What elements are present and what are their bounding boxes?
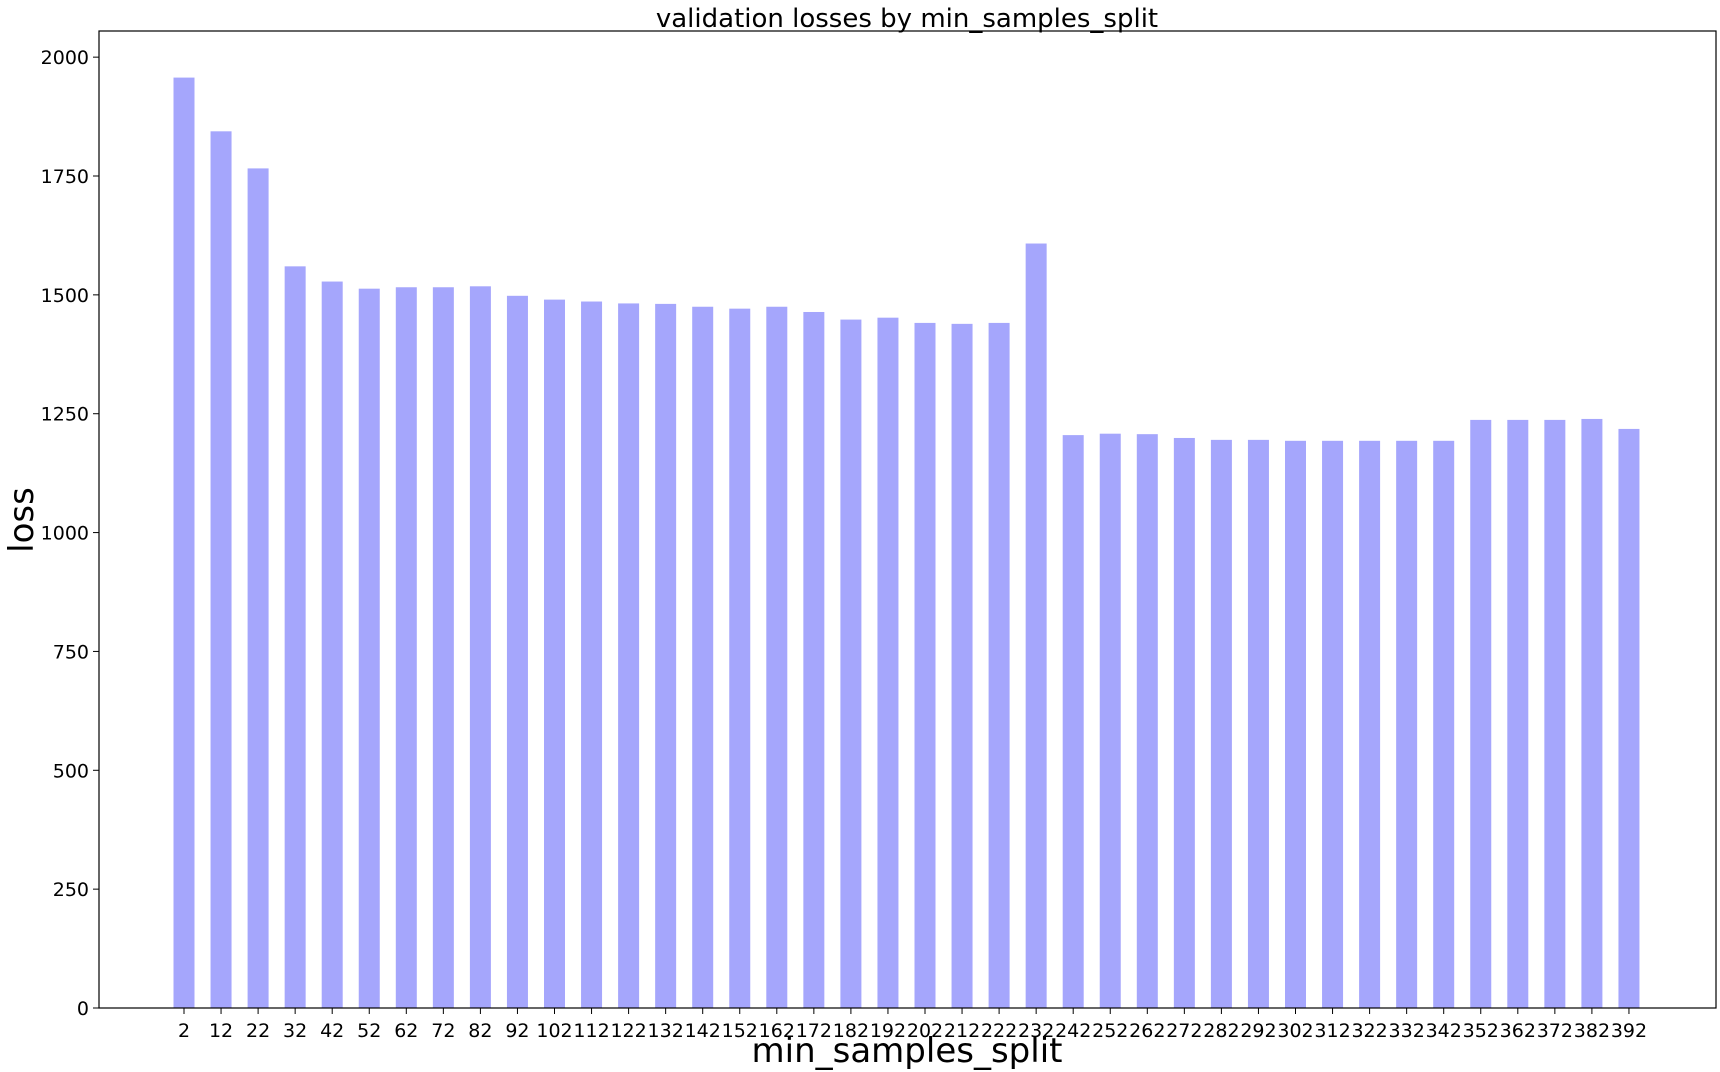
bar-372: [1544, 419, 1566, 1008]
bar-232: [1025, 243, 1047, 1008]
bar-142: [692, 306, 714, 1008]
bar-362: [1507, 419, 1529, 1008]
plot-frame: [98, 30, 1717, 1009]
bar-342: [1433, 440, 1455, 1008]
bar-162: [766, 306, 788, 1008]
x-tick-label: 92: [505, 1020, 529, 1042]
x-tick-label: 72: [431, 1020, 455, 1042]
bar-102: [544, 299, 565, 1008]
x-tick-label: 302: [1277, 1020, 1313, 1042]
x-axis-label: min_samples_split: [752, 1031, 1063, 1071]
bar-312: [1322, 440, 1344, 1008]
x-tick-label: 42: [320, 1020, 344, 1042]
bar-292: [1247, 439, 1269, 1008]
bar-302: [1285, 440, 1306, 1008]
bar-2: [173, 77, 195, 1009]
bar-392: [1618, 428, 1640, 1008]
bar-222: [988, 322, 1010, 1008]
x-tick-label: 2: [178, 1020, 190, 1042]
bar-382: [1581, 418, 1603, 1008]
y-axis-ticks: 0 250 500 750 1000 1250 1500 1750 2000: [41, 47, 99, 1020]
bar-122: [618, 303, 640, 1008]
bar-32: [284, 266, 306, 1009]
x-tick-label: 142: [685, 1020, 721, 1042]
x-tick-label: 132: [648, 1020, 684, 1042]
x-tick-label: 322: [1351, 1020, 1387, 1042]
bar-152: [729, 308, 751, 1008]
chart-title: validation losses by min_samples_split: [656, 4, 1158, 34]
bar-192: [877, 317, 899, 1008]
bar-62: [395, 287, 417, 1008]
bar-22: [247, 168, 269, 1008]
bar-132: [655, 303, 677, 1008]
y-tick-label: 750: [53, 641, 89, 663]
bar-182: [840, 319, 862, 1009]
x-tick-label: 222: [981, 1020, 1017, 1042]
x-tick-label: 122: [610, 1020, 646, 1042]
x-tick-label: 112: [573, 1020, 609, 1042]
bar-172: [803, 311, 825, 1009]
x-tick-label: 312: [1314, 1020, 1350, 1042]
bar-202: [914, 322, 936, 1008]
x-tick-label: 152: [722, 1020, 758, 1042]
y-tick-label: 1250: [41, 404, 89, 426]
x-tick-label: 12: [209, 1020, 233, 1042]
x-tick-label: 292: [1240, 1020, 1276, 1042]
bar-212: [951, 323, 973, 1008]
x-tick-label: 352: [1463, 1020, 1499, 1042]
bar-262: [1136, 434, 1158, 1008]
bar-252: [1099, 433, 1121, 1008]
x-tick-label: 32: [283, 1020, 307, 1042]
bar-72: [432, 287, 454, 1008]
bar-112: [581, 301, 603, 1008]
x-tick-label: 162: [759, 1020, 795, 1042]
y-tick-label: 1750: [41, 166, 89, 188]
x-tick-label: 262: [1129, 1020, 1165, 1042]
x-axis-ticks: 2 12 22 32 42 52 62 72 82 92 102 112 122 132 142 152 162…: [178, 1008, 1647, 1042]
x-tick-label: 242: [1055, 1020, 1091, 1042]
x-tick-label: 62: [394, 1020, 418, 1042]
y-tick-label: 250: [53, 879, 89, 901]
x-tick-label: 22: [246, 1020, 270, 1042]
bar-12: [210, 131, 232, 1008]
x-tick-label: 272: [1166, 1020, 1202, 1042]
x-tick-label: 172: [796, 1020, 832, 1042]
x-tick-label: 282: [1203, 1020, 1239, 1042]
x-tick-label: 192: [870, 1020, 906, 1042]
bar-92: [506, 295, 528, 1008]
y-tick-label: 0: [77, 998, 89, 1020]
bars-layer: [173, 77, 1640, 1009]
bar-52: [358, 288, 380, 1008]
bar-82: [469, 286, 491, 1008]
y-tick-label: 500: [53, 760, 89, 782]
y-tick-label: 1000: [41, 523, 89, 545]
x-tick-label: 212: [944, 1020, 980, 1042]
y-tick-label: 2000: [41, 47, 89, 69]
x-tick-label: 182: [833, 1020, 869, 1042]
y-tick-label: 1500: [41, 285, 89, 307]
bar-322: [1359, 440, 1381, 1008]
x-tick-label: 102: [536, 1020, 572, 1042]
x-tick-label: 362: [1500, 1020, 1536, 1042]
x-tick-label: 392: [1611, 1020, 1647, 1042]
x-tick-label: 202: [907, 1020, 943, 1042]
bar-352: [1470, 419, 1492, 1008]
bar-242: [1062, 435, 1084, 1008]
x-tick-label: 342: [1426, 1020, 1462, 1042]
x-tick-label: 382: [1574, 1020, 1610, 1042]
bar-42: [321, 281, 343, 1008]
x-tick-label: 232: [1018, 1020, 1054, 1042]
x-tick-label: 372: [1537, 1020, 1573, 1042]
bar-272: [1173, 437, 1195, 1009]
x-tick-label: 52: [357, 1020, 381, 1042]
x-tick-label: 332: [1389, 1020, 1425, 1042]
bar-282: [1210, 439, 1232, 1008]
bar-332: [1396, 440, 1418, 1008]
x-tick-label: 252: [1092, 1020, 1128, 1042]
y-axis-label: loss: [2, 487, 42, 553]
x-tick-label: 82: [468, 1020, 492, 1042]
